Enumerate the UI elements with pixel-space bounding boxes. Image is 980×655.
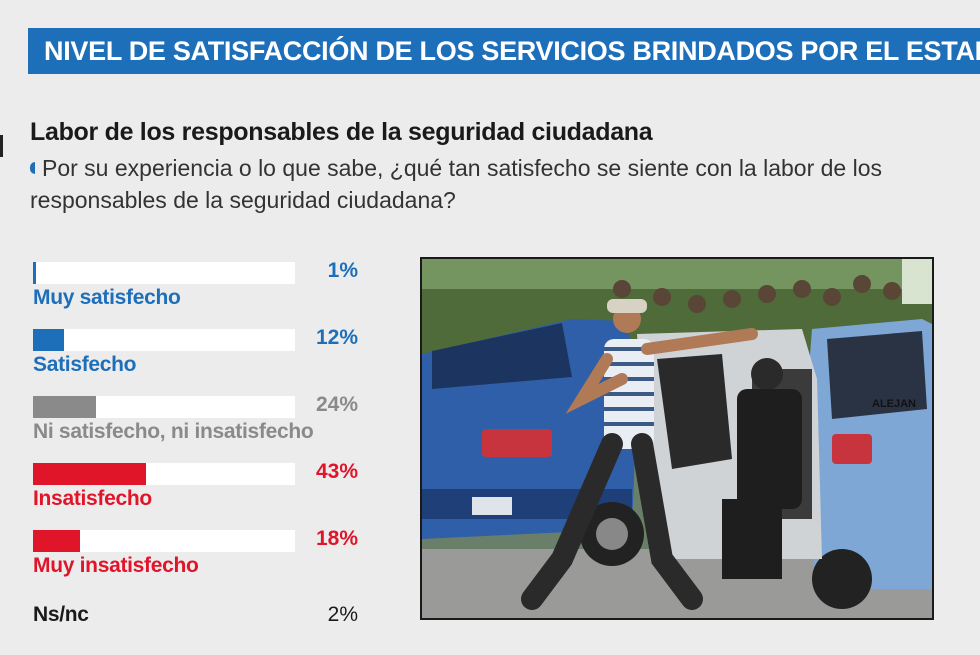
- percent-label: 12%: [315, 326, 358, 349]
- bar-track: [33, 396, 295, 418]
- category-label: Muy insatisfecho: [33, 554, 199, 577]
- category-label: Ns/nc: [33, 603, 89, 626]
- bar-track: [33, 262, 295, 284]
- percent-label: 43%: [315, 460, 358, 483]
- bar-track: [33, 530, 295, 552]
- percent-label: 1%: [327, 259, 358, 282]
- banner-title: NIVEL DE SATISFACCIÓN DE LOS SERVICIOS B…: [28, 28, 980, 74]
- category-label: Satisfecho: [33, 353, 137, 376]
- satisfaction-bar-chart: 1% Muy satisfecho 12% Satisfecho 24% Ni satis…: [30, 259, 370, 642]
- photo-plate: ALEJAN: [872, 398, 916, 410]
- bar-track: [33, 329, 295, 351]
- category-label: Muy satisfecho: [33, 286, 181, 309]
- photo-figure-left: [521, 299, 758, 610]
- photo-sky-patch: [422, 259, 932, 289]
- margin-marker: [0, 135, 3, 157]
- category-label: Insatisfecho: [33, 487, 152, 510]
- bar: [33, 329, 65, 351]
- category-label: Ni satisfecho, ni insatisfecho: [33, 420, 314, 443]
- bar: [33, 262, 36, 284]
- photo-right-car: ALEJAN: [802, 319, 932, 609]
- bar: [33, 463, 146, 485]
- bullet-half-circle-icon: [30, 162, 35, 174]
- news-photo: ALEJAN: [420, 257, 934, 620]
- photo-illustration: ALEJAN: [422, 259, 932, 618]
- bar: [33, 396, 96, 418]
- bar: [33, 530, 81, 552]
- photo-sign: [902, 259, 932, 304]
- percent-label: 18%: [315, 527, 358, 550]
- survey-question-text: Por su experiencia o lo que sabe, ¿qué t…: [30, 155, 883, 213]
- percent-label: 24%: [315, 393, 358, 416]
- survey-question: Por su experiencia o lo que sabe, ¿qué t…: [30, 152, 930, 216]
- section-title: Labor de los responsables de la segurida…: [30, 118, 653, 146]
- photo-crowd: [613, 275, 901, 313]
- photo-figure-right: [722, 358, 802, 579]
- percent-label: 2%: [327, 603, 358, 626]
- bar-track: [33, 463, 295, 485]
